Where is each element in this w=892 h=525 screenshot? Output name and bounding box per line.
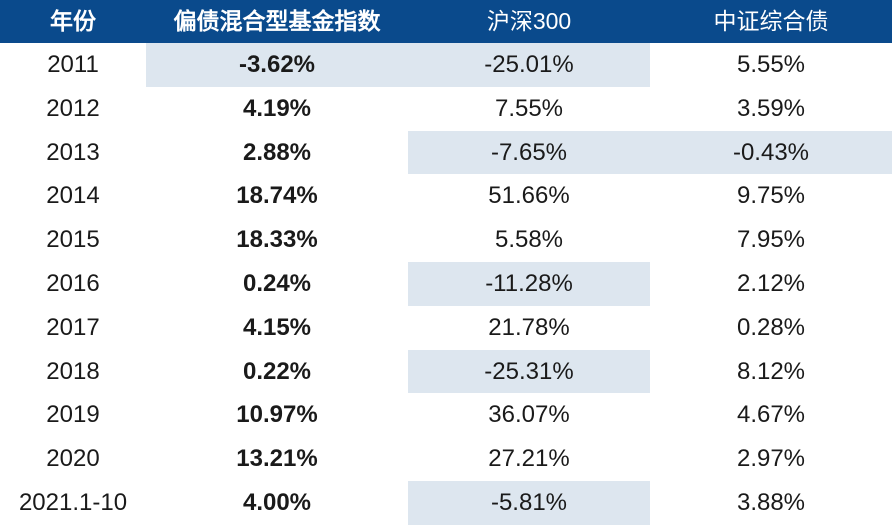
cell-bond: 9.75% bbox=[736, 182, 806, 210]
cell-bond: 8.12% bbox=[736, 357, 806, 385]
cell-fund: 4.19% bbox=[242, 94, 312, 122]
cell-bond: 0.28% bbox=[736, 313, 806, 341]
cell-fund: 2.88% bbox=[242, 138, 312, 166]
cell-hs300: 51.66% bbox=[488, 182, 570, 210]
table-row: 2017 4.15% 21.78% 0.28% bbox=[0, 306, 892, 350]
table-row: 2012 4.19% 7.55% 3.59% bbox=[0, 87, 892, 131]
cell-hs300: 27.21% bbox=[488, 445, 570, 473]
cell-year: 2017 bbox=[46, 313, 100, 341]
cell-hs300: -5.81% bbox=[408, 480, 650, 525]
header-year: 年份 bbox=[50, 8, 96, 34]
cell-hs300: 36.07% bbox=[488, 401, 570, 429]
cell-fund: 0.22% bbox=[242, 357, 312, 385]
cell-year: 2013 bbox=[46, 138, 100, 166]
cell-year: 2021.1-10 bbox=[18, 488, 128, 516]
cell-year: 2016 bbox=[46, 269, 100, 297]
cell-hs300: 21.78% bbox=[488, 313, 570, 341]
cell-fund: 18.74% bbox=[236, 182, 318, 210]
cell-fund: -3.62% bbox=[146, 43, 408, 87]
cell-fund: 4.00% bbox=[242, 488, 312, 516]
cell-hs300: -25.31% bbox=[408, 349, 650, 394]
table-row: 2016 0.24% -11.28% 2.12% bbox=[0, 261, 892, 306]
cell-bond: 4.67% bbox=[736, 401, 806, 429]
table-row: 2019 10.97% 36.07% 4.67% bbox=[0, 393, 892, 437]
table-row: 2020 13.21% 27.21% 2.97% bbox=[0, 437, 892, 481]
table-row: 2018 0.22% -25.31% 8.12% bbox=[0, 349, 892, 394]
cell-year: 2012 bbox=[46, 94, 100, 122]
table-row: 2013 2.88% -7.65% -0.43% bbox=[0, 130, 892, 175]
table-row: 2014 18.74% 51.66% 9.75% bbox=[0, 174, 892, 218]
cell-bond: -0.43% bbox=[650, 130, 892, 175]
table-row: 2015 18.33% 5.58% 7.95% bbox=[0, 218, 892, 262]
cell-bond: 3.59% bbox=[736, 94, 806, 122]
cell-fund: 0.24% bbox=[242, 269, 312, 297]
header-hs300: 沪深300 bbox=[486, 8, 572, 34]
cell-bond: 7.95% bbox=[736, 226, 806, 254]
cell-year: 2014 bbox=[46, 182, 100, 210]
table-body: 2011 -3.62% -25.01% 5.55% 2012 4.19% 7.5… bbox=[0, 43, 892, 525]
table-header: 年份 偏债混合型基金指数 沪深300 中证综合债 bbox=[0, 0, 892, 43]
header-fund-index: 偏债混合型基金指数 bbox=[173, 8, 381, 34]
cell-fund: 4.15% bbox=[242, 313, 312, 341]
table-row: 2021.1-10 4.00% -5.81% 3.88% bbox=[0, 480, 892, 525]
cell-hs300: 7.55% bbox=[494, 94, 564, 122]
header-bond-index: 中证综合债 bbox=[713, 8, 829, 34]
cell-hs300: -11.28% bbox=[408, 261, 650, 306]
cell-hs300: -7.65% bbox=[408, 130, 650, 175]
cell-bond: 2.97% bbox=[736, 445, 806, 473]
cell-fund: 10.97% bbox=[236, 401, 318, 429]
table-row: 2011 -3.62% -25.01% 5.55% bbox=[0, 43, 892, 87]
cell-hs300: -25.01% bbox=[408, 43, 650, 87]
cell-year: 2011 bbox=[47, 51, 99, 78]
cell-year: 2018 bbox=[46, 357, 100, 385]
cell-bond: 3.88% bbox=[736, 488, 806, 516]
cell-year: 2019 bbox=[46, 401, 100, 429]
cell-year: 2015 bbox=[46, 226, 100, 254]
cell-hs300: 5.58% bbox=[494, 226, 564, 254]
cell-year: 2020 bbox=[46, 445, 100, 473]
cell-fund: 13.21% bbox=[236, 445, 318, 473]
cell-bond: 5.55% bbox=[736, 51, 806, 78]
cell-fund: 18.33% bbox=[236, 226, 318, 254]
cell-bond: 2.12% bbox=[736, 269, 806, 297]
